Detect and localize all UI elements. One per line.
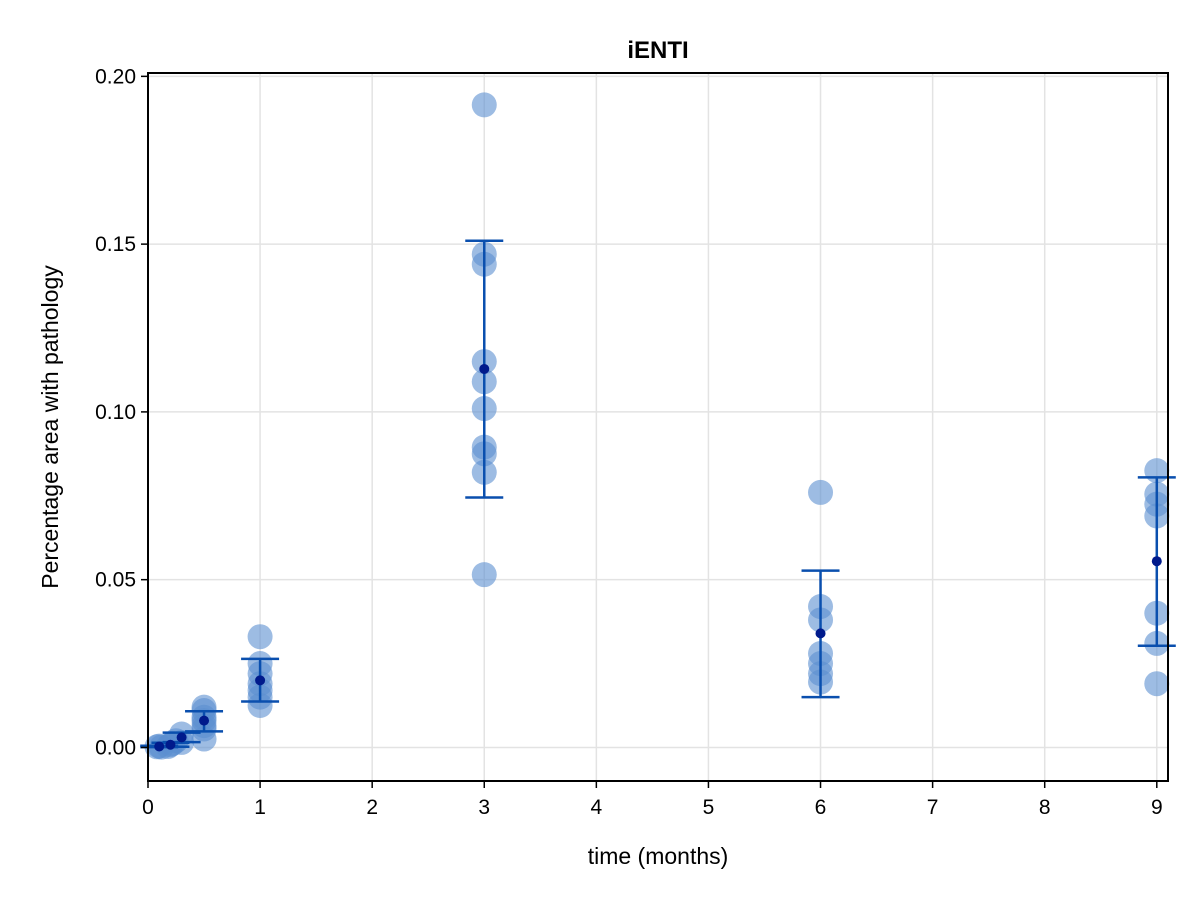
y-axis-label: Percentage area with pathology [37,265,63,589]
y-ticks: 0.00 0.05 0.10 0.15 0.20 [95,65,148,759]
y-tick-label: 0.15 [95,233,136,256]
data-point [1144,671,1170,697]
data-point [247,693,273,719]
x-tick-label: 3 [478,796,490,819]
y-tick-label: 0.10 [95,401,136,424]
mean-point [154,741,165,752]
x-tick-label: 1 [254,796,266,819]
mean-point [165,739,176,750]
x-tick-label: 8 [1039,796,1051,819]
x-tick-label: 2 [366,796,378,819]
errorbar-layer [140,239,1176,749]
y-tick-label: 0.00 [95,736,136,759]
grid [147,73,1168,781]
x-tick-label: 7 [927,796,939,819]
mean-layer [154,363,1162,752]
x-tick-label: 0 [142,796,154,819]
mean-point [255,675,266,686]
x-tick-label: 9 [1151,796,1163,819]
mean-point [176,732,187,743]
x-tick-label: 6 [815,796,827,819]
x-ticks: 0 1 2 3 4 5 6 7 8 9 [142,781,1163,819]
data-point [808,479,834,505]
x-tick-label: 5 [703,796,715,819]
data-point [471,92,497,118]
data-point [471,562,497,588]
data-point [247,624,273,650]
mean-point [815,628,826,639]
chart-title: iENTI [627,37,688,64]
x-axis-label: time (months) [588,843,729,869]
y-tick-label: 0.20 [95,65,136,88]
mean-point [199,715,210,726]
mean-point [1151,556,1162,567]
x-tick-label: 4 [591,796,603,819]
mean-point [479,363,490,374]
series-layer [144,92,1170,760]
plot-frame [147,72,1169,782]
y-tick-label: 0.05 [95,569,136,592]
